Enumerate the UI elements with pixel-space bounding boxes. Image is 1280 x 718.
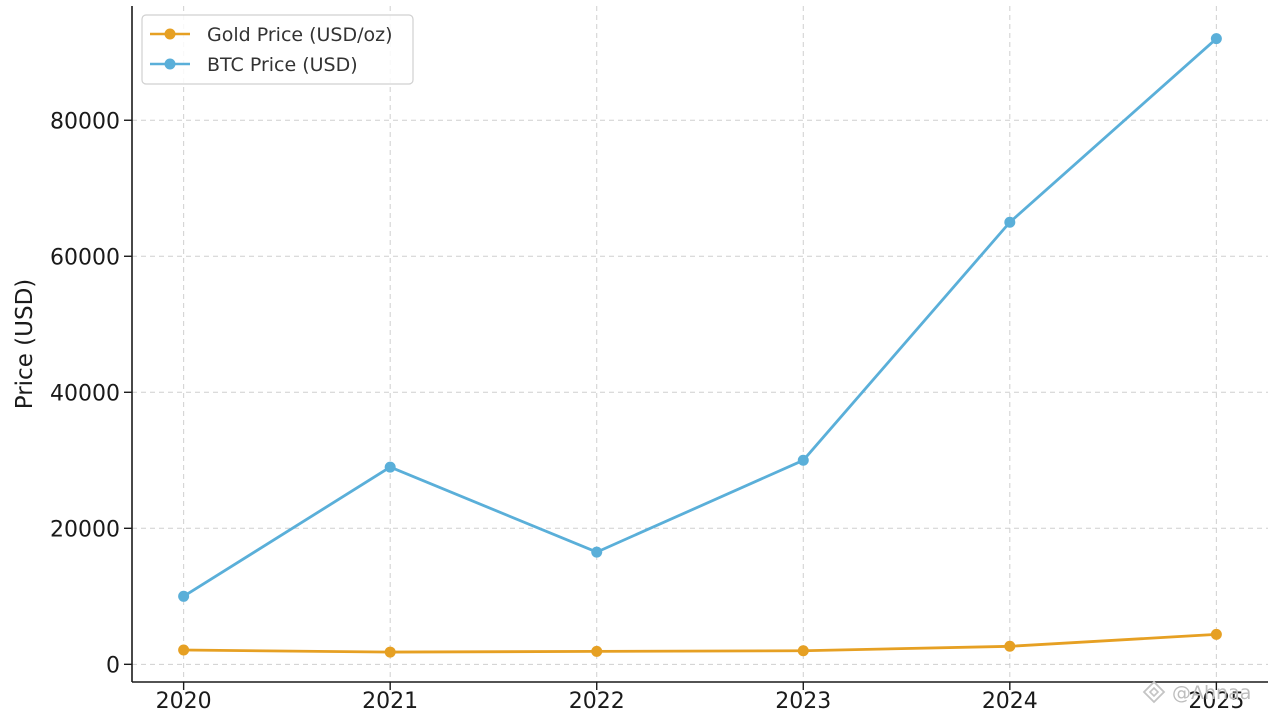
grid-layer — [132, 6, 1268, 682]
watermark-text: @Ahnaa — [1172, 682, 1251, 704]
series-1-point-2023 — [797, 454, 809, 466]
x-tick-label-2023: 2023 — [775, 689, 831, 714]
series-1-point-2024 — [1004, 216, 1016, 228]
y-tick-label-20000: 20000 — [50, 517, 120, 542]
legend: Gold Price (USD/oz) BTC Price (USD) — [141, 14, 414, 85]
series-1-point-2020 — [178, 590, 190, 602]
legend-btc-label: BTC Price (USD) — [207, 54, 358, 76]
watermark: @Ahnaa — [1142, 680, 1251, 704]
legend-btc-marker — [164, 58, 176, 70]
x-tick-label-2020: 2020 — [156, 689, 212, 714]
diamond-logo-icon — [1142, 680, 1166, 704]
series-line-0 — [182, 632, 1218, 654]
y-tick-layer: 0 20000 40000 60000 80000 — [50, 109, 132, 678]
x-tick-label-2025: 2025 — [1188, 689, 1244, 714]
series-1-point-2025 — [1210, 33, 1222, 45]
legend-item-btc: BTC Price (USD) — [150, 54, 358, 76]
y-tick-label-60000: 60000 — [50, 245, 120, 270]
series-layer — [178, 33, 1222, 658]
axes-layer — [131, 6, 1268, 683]
x-tick-label-2022: 2022 — [569, 689, 625, 714]
series-0-point-2022 — [591, 645, 603, 657]
y-tick-label-80000: 80000 — [50, 109, 120, 134]
series-0-point-2021 — [384, 646, 396, 658]
legend-gold-label: Gold Price (USD/oz) — [207, 24, 393, 46]
series-1-point-2021 — [384, 461, 396, 473]
series-line-1 — [182, 37, 1218, 598]
x-tick-label-2024: 2024 — [982, 689, 1038, 714]
x-tick-label-2021: 2021 — [362, 689, 418, 714]
series-1-point-2022 — [591, 546, 603, 558]
legend-box — [141, 14, 414, 85]
legend-item-gold: Gold Price (USD/oz) — [150, 24, 393, 46]
series-0-point-2024 — [1004, 640, 1016, 652]
y-tick-label-40000: 40000 — [50, 381, 120, 406]
series-0-point-2020 — [178, 644, 190, 656]
y-tick-label-0: 0 — [106, 653, 120, 678]
legend-gold-marker — [164, 28, 176, 40]
series-0-point-2025 — [1210, 628, 1222, 640]
y-axis-title: Price (USD) — [12, 279, 38, 410]
x-tick-layer: 2020 2021 2022 2023 2024 2025 — [156, 682, 1244, 714]
series-0-point-2023 — [797, 645, 809, 657]
